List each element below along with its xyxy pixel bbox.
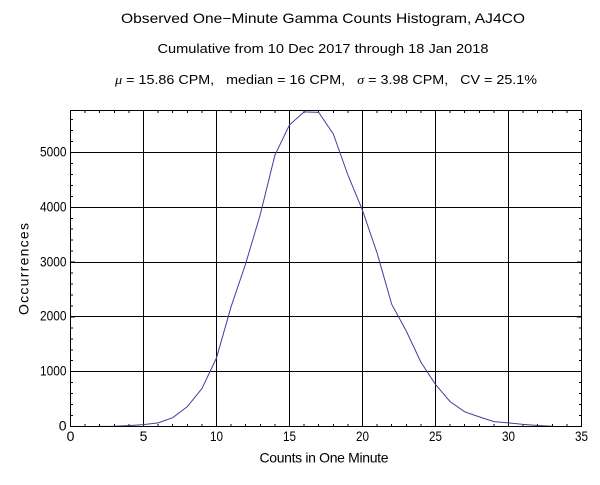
svg-text:Counts in One Minute: Counts in One Minute — [260, 450, 389, 466]
svg-text:3000: 3000 — [40, 254, 67, 270]
svg-text:Cumulative from 10 Dec 2017 th: Cumulative from 10 Dec 2017 through 18 J… — [158, 41, 489, 56]
svg-text:25: 25 — [429, 428, 442, 444]
svg-text:2000: 2000 — [40, 308, 67, 324]
svg-text:10: 10 — [210, 428, 223, 444]
svg-text:0: 0 — [59, 417, 67, 433]
svg-text:20: 20 — [356, 428, 369, 444]
svg-text:5: 5 — [140, 428, 148, 444]
svg-text:15: 15 — [283, 428, 296, 444]
svg-text:μ = 15.86 CPM, median = 16 C: μ = 15.86 CPM, median = 16 CPM, σ = 3.98… — [114, 72, 538, 87]
svg-text:Occurrences: Occurrences — [16, 223, 32, 315]
svg-text:30: 30 — [502, 428, 515, 444]
svg-text:1000: 1000 — [40, 363, 67, 379]
svg-text:5000: 5000 — [40, 144, 67, 160]
svg-text:35: 35 — [575, 428, 588, 444]
svg-text:4000: 4000 — [40, 199, 67, 215]
svg-text:0: 0 — [67, 428, 75, 444]
svg-text:Observed One−Minute Gamma Coun: Observed One−Minute Gamma Counts Histogr… — [121, 10, 525, 26]
